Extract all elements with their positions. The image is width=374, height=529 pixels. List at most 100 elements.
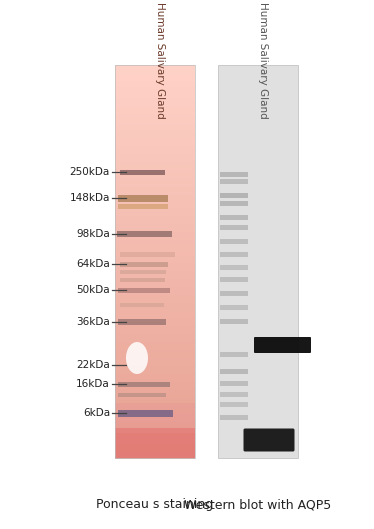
- Bar: [115, 391, 195, 394]
- Bar: [115, 244, 195, 247]
- Bar: [115, 370, 195, 372]
- Bar: [220, 381, 248, 386]
- Bar: [115, 67, 195, 69]
- Bar: [115, 444, 195, 446]
- Bar: [115, 211, 195, 213]
- Bar: [115, 171, 195, 174]
- Bar: [115, 98, 195, 101]
- Bar: [115, 366, 195, 368]
- Bar: [115, 81, 195, 83]
- Text: Human Salivary Gland: Human Salivary Gland: [155, 2, 165, 118]
- Bar: [115, 418, 195, 421]
- Text: 22kDa: 22kDa: [76, 360, 110, 370]
- Bar: [115, 193, 195, 195]
- Bar: [115, 316, 195, 319]
- Bar: [115, 362, 195, 364]
- Bar: [115, 363, 195, 366]
- Bar: [115, 322, 195, 325]
- Bar: [220, 305, 248, 310]
- Bar: [115, 432, 195, 435]
- Bar: [115, 266, 195, 268]
- Bar: [115, 313, 195, 315]
- Bar: [115, 371, 195, 374]
- Bar: [115, 195, 195, 197]
- Bar: [115, 90, 195, 93]
- Bar: [220, 193, 248, 198]
- Bar: [218, 65, 298, 458]
- Bar: [115, 279, 195, 281]
- Bar: [120, 252, 175, 257]
- Bar: [115, 395, 195, 398]
- Bar: [115, 138, 195, 140]
- Bar: [115, 342, 195, 344]
- Bar: [115, 311, 195, 313]
- Bar: [115, 352, 195, 354]
- Bar: [118, 410, 173, 417]
- Bar: [115, 428, 195, 431]
- Bar: [115, 246, 195, 248]
- Bar: [220, 201, 248, 206]
- Bar: [115, 77, 195, 79]
- Bar: [115, 240, 195, 242]
- Bar: [115, 222, 195, 225]
- Bar: [115, 159, 195, 162]
- Bar: [115, 132, 195, 134]
- Bar: [120, 270, 166, 274]
- Bar: [115, 165, 195, 168]
- Text: 250kDa: 250kDa: [70, 167, 110, 177]
- Bar: [120, 303, 164, 307]
- Bar: [220, 392, 248, 397]
- Bar: [115, 381, 195, 384]
- Bar: [115, 299, 195, 302]
- Bar: [115, 261, 195, 264]
- Bar: [115, 205, 195, 207]
- Bar: [115, 267, 195, 270]
- Bar: [115, 256, 195, 258]
- Text: 98kDa: 98kDa: [76, 229, 110, 239]
- Bar: [220, 172, 248, 177]
- Bar: [118, 382, 170, 387]
- Bar: [115, 153, 195, 156]
- Bar: [115, 281, 195, 284]
- Bar: [220, 319, 248, 324]
- Bar: [115, 140, 195, 142]
- Bar: [120, 170, 165, 175]
- Bar: [115, 130, 195, 132]
- Bar: [115, 454, 195, 457]
- Bar: [115, 356, 195, 358]
- Bar: [115, 232, 195, 234]
- Bar: [115, 142, 195, 144]
- Bar: [115, 71, 195, 74]
- Bar: [115, 389, 195, 391]
- Bar: [115, 321, 195, 323]
- Bar: [115, 387, 195, 390]
- Bar: [115, 65, 195, 458]
- Bar: [115, 234, 195, 236]
- Bar: [220, 415, 248, 420]
- Bar: [115, 114, 195, 116]
- Bar: [115, 128, 195, 130]
- Bar: [115, 291, 195, 294]
- Text: 6kDa: 6kDa: [83, 408, 110, 418]
- Bar: [115, 346, 195, 349]
- Bar: [115, 69, 195, 71]
- Bar: [115, 344, 195, 346]
- Bar: [115, 191, 195, 193]
- Bar: [115, 368, 195, 370]
- Text: 64kDa: 64kDa: [76, 259, 110, 269]
- Bar: [115, 116, 195, 118]
- Bar: [115, 79, 195, 81]
- Bar: [115, 118, 195, 121]
- Bar: [115, 295, 195, 297]
- Bar: [115, 340, 195, 343]
- Bar: [220, 277, 248, 282]
- Bar: [115, 198, 195, 201]
- Bar: [115, 106, 195, 109]
- Bar: [118, 204, 168, 209]
- Bar: [115, 384, 195, 386]
- Bar: [115, 200, 195, 203]
- Bar: [115, 83, 195, 85]
- Bar: [115, 197, 195, 199]
- Bar: [115, 397, 195, 399]
- Bar: [115, 324, 195, 327]
